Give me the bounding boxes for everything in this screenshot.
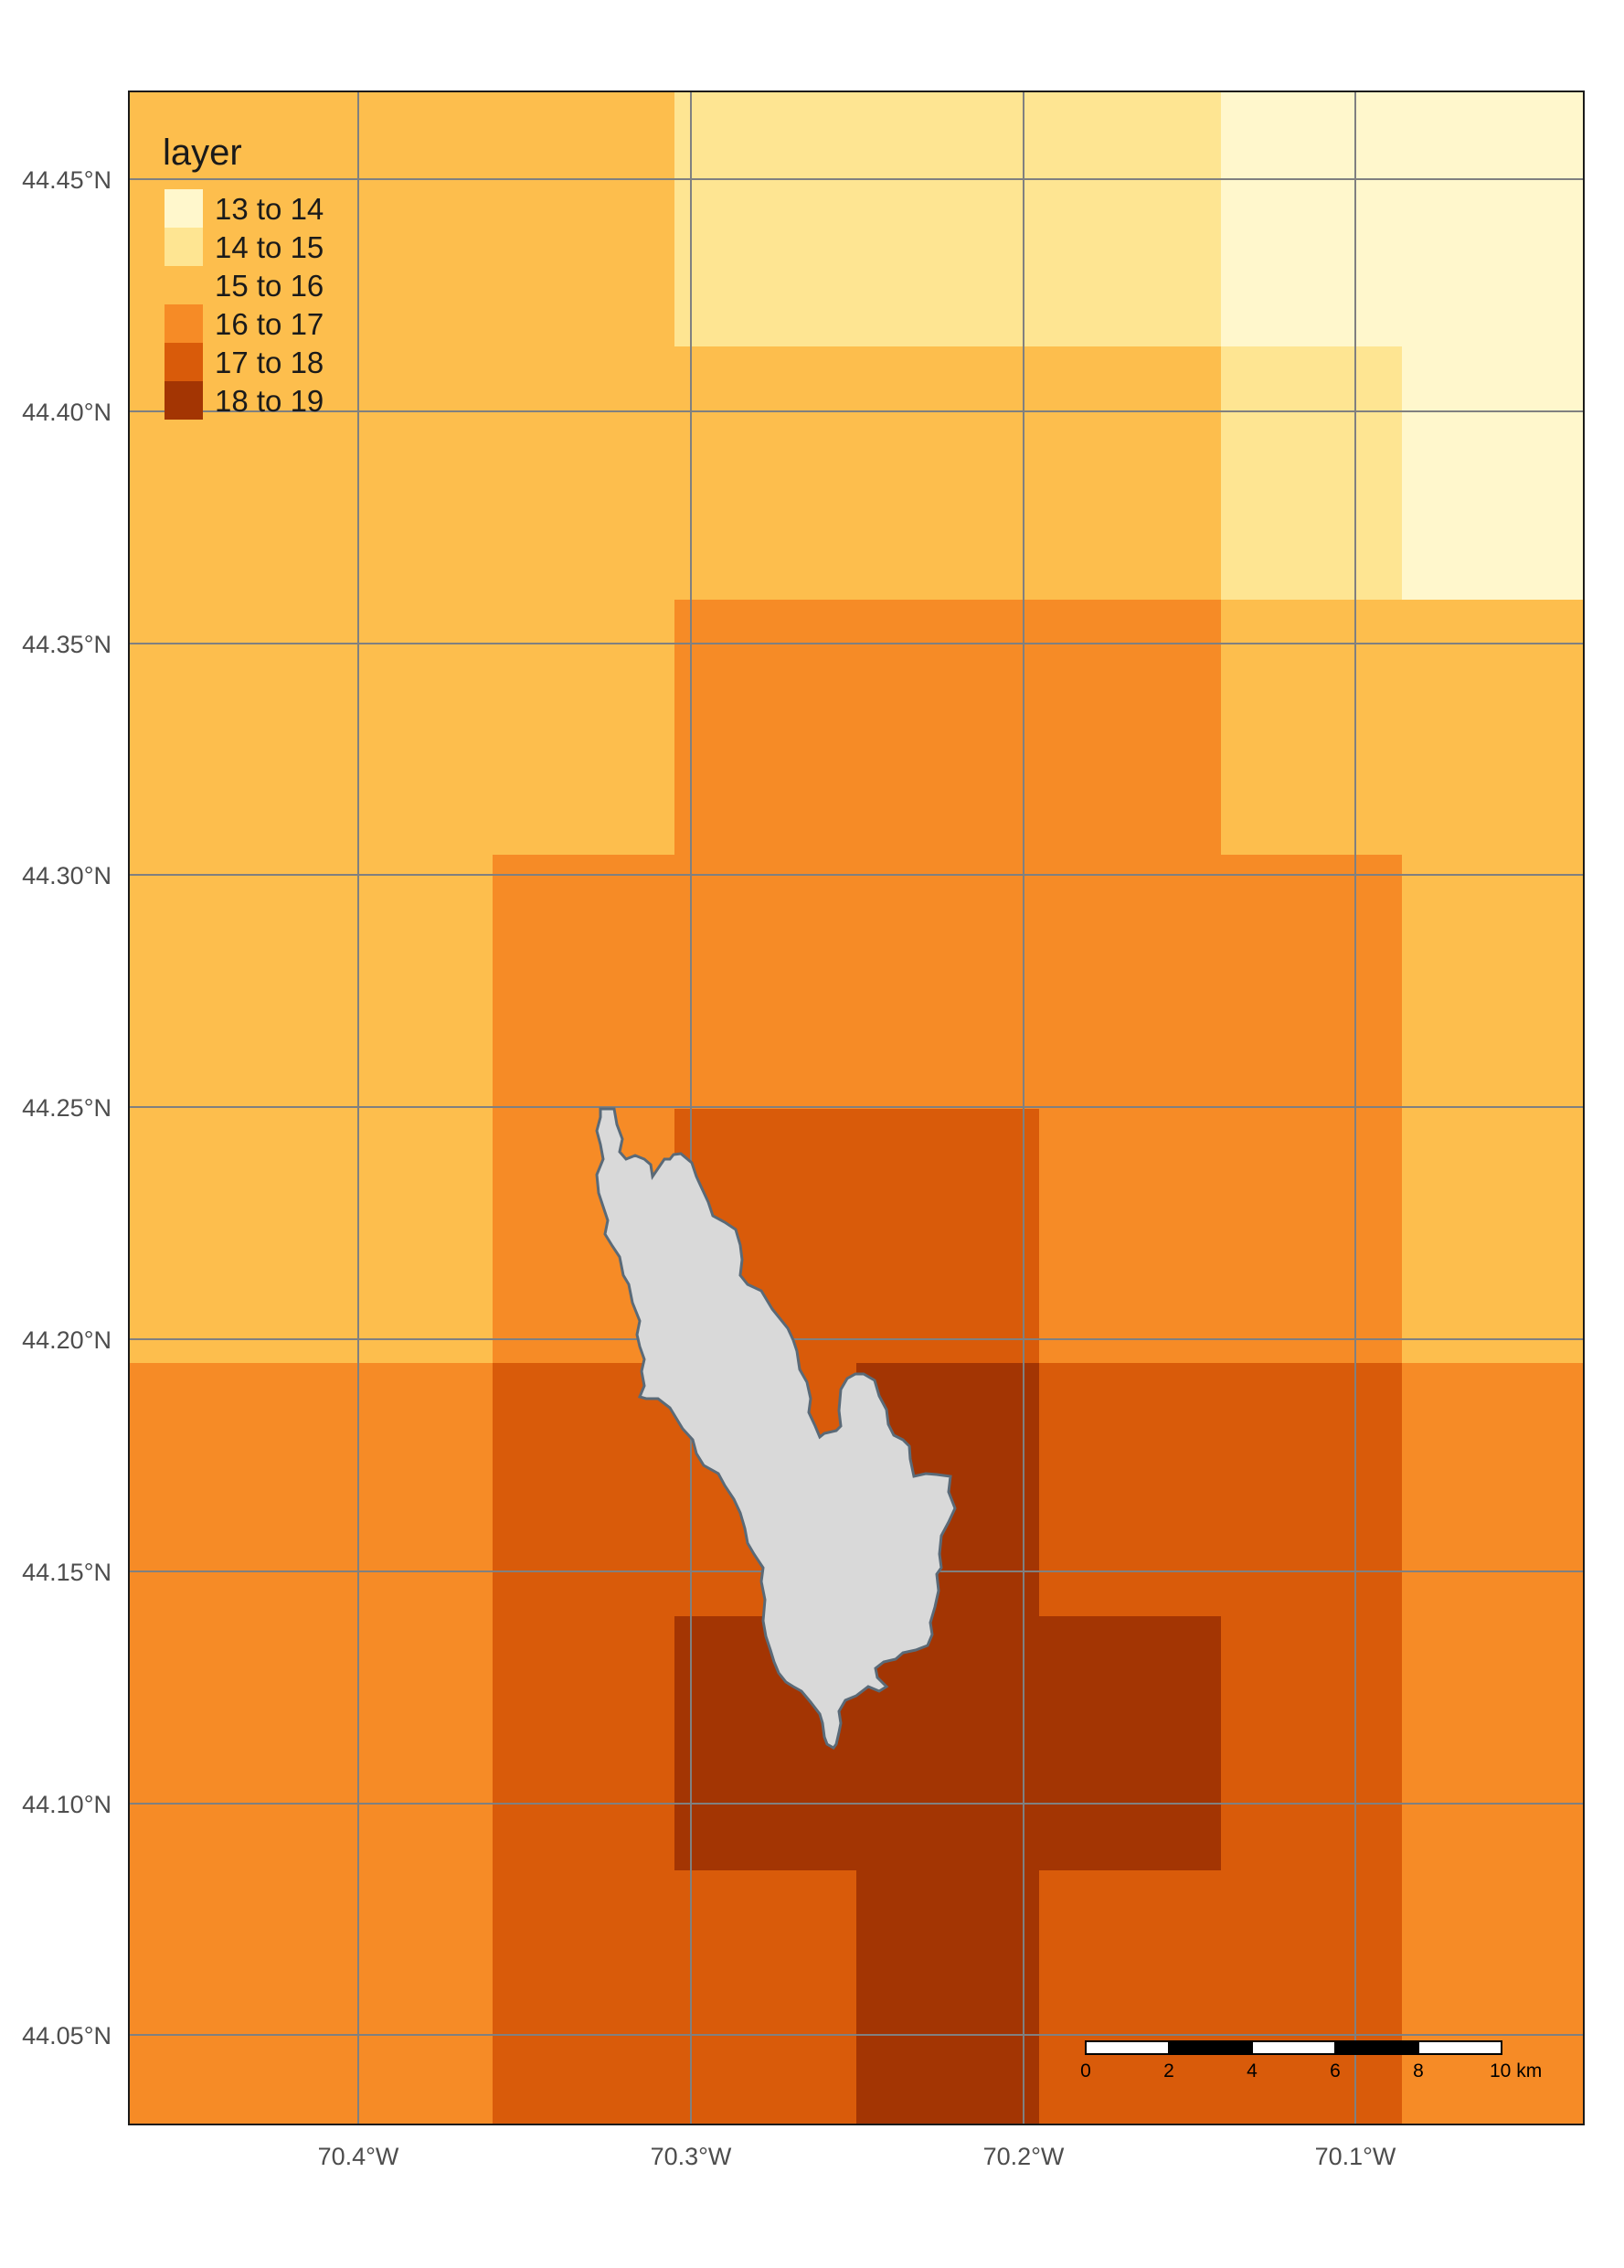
x-axis-labels: 70.4°W 70.3°W 70.2°W 70.1°W [318,2143,1396,2170]
legend-items: 13 to 14 14 to 15 15 to 16 16 to 17 17 to 18… [165,189,324,420]
scale-segment [1085,2040,1170,2055]
scale-segment [1251,2040,1336,2055]
legend-label: 15 to 16 [215,269,324,303]
y-tick-label: 44.35°N [22,631,111,658]
scale-segment [1417,2040,1502,2055]
y-tick-label: 44.30°N [22,862,111,889]
y-tick-label: 44.20°N [22,1326,111,1354]
scale-segment [1334,2040,1419,2055]
y-tick-label: 44.10°N [22,1791,111,1818]
y-tick-label: 44.25°N [22,1094,111,1122]
legend-key [165,189,203,228]
x-tick-label: 70.3°W [651,2143,732,2170]
legend-label: 18 to 19 [215,384,324,418]
y-tick-label: 44.05°N [22,2022,111,2050]
legend-key [165,228,203,266]
scale-label: 6 [1330,2060,1341,2082]
legend-label: 17 to 18 [215,346,324,379]
legend-key [165,343,203,381]
x-tick-label: 70.2°W [983,2143,1065,2170]
scale-bar: 0 2 4 6 8 10 km [1080,2040,1542,2082]
y-tick-label: 44.15°N [22,1559,111,1586]
raster-cell [1402,346,1584,600]
panel-frame [128,91,1585,2125]
y-tick-label: 44.40°N [22,399,111,426]
y-axis-labels: 44.45°N 44.40°N 44.35°N 44.30°N 44.25°N … [22,166,111,2050]
legend-key [165,304,203,343]
scale-label: 2 [1163,2060,1174,2082]
legend-label: 16 to 17 [215,307,324,341]
legend-label: 13 to 14 [215,192,324,226]
raster-cell [674,600,1221,855]
raster-cell [674,1616,1221,1870]
legend-label: 14 to 15 [215,230,324,264]
raster-cell [1221,91,1584,346]
scale-segment [1168,2040,1253,2055]
raster-cell [1221,346,1402,600]
legend-key [165,266,203,304]
scale-label: 0 [1080,2060,1091,2082]
raster-layer [129,91,1584,2124]
legend: layer 13 to 14 14 to 15 15 to 16 16 to 17 17… [163,133,324,420]
y-tick-label: 44.45°N [22,166,111,194]
watershed-polygon [595,1107,957,1750]
scale-label: 4 [1247,2060,1258,2082]
scale-label: 10 km [1490,2060,1542,2082]
legend-key [165,381,203,420]
x-tick-label: 70.4°W [318,2143,399,2170]
graticule [129,91,1584,2124]
scale-label: 8 [1413,2060,1424,2082]
x-tick-label: 70.1°W [1315,2143,1396,2170]
legend-title: layer [163,133,242,173]
